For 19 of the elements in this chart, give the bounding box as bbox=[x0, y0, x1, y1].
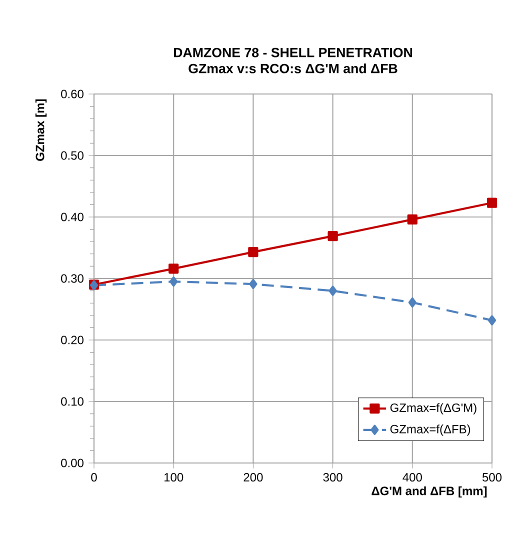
chart-title: DAMZONE 78 - SHELL PENETRATION bbox=[174, 48, 412, 58]
y-axis-title: GZmax [m] bbox=[35, 99, 47, 161]
y-tick-label: 0.60 bbox=[61, 90, 84, 98]
chart-subtitle: GZmax v:s RCO:s ΔG'M and ΔFB bbox=[188, 64, 398, 74]
x-tick-label: 500 bbox=[482, 473, 502, 482]
y-tick-label: 0.00 bbox=[61, 458, 84, 468]
legend-label: GZmax=f(ΔG'M) bbox=[390, 403, 476, 414]
x-tick-label: 300 bbox=[323, 473, 342, 482]
x-axis-title: ΔG'M and ΔFB [mm] bbox=[372, 486, 487, 498]
x-tick-label: 200 bbox=[244, 473, 263, 482]
y-tick-label: 0.20 bbox=[61, 336, 84, 344]
y-tick-label: 0.50 bbox=[61, 151, 84, 160]
legend-label: GZmax=f(ΔFB) bbox=[390, 424, 470, 436]
y-tick-label: 0.10 bbox=[61, 397, 84, 406]
y-tick-label: 0.40 bbox=[61, 212, 84, 222]
y-tick-label: 0.30 bbox=[61, 274, 84, 283]
x-tick-label: 100 bbox=[164, 473, 184, 482]
x-tick-label: 0 bbox=[91, 473, 97, 482]
x-tick-label: 400 bbox=[402, 473, 422, 482]
